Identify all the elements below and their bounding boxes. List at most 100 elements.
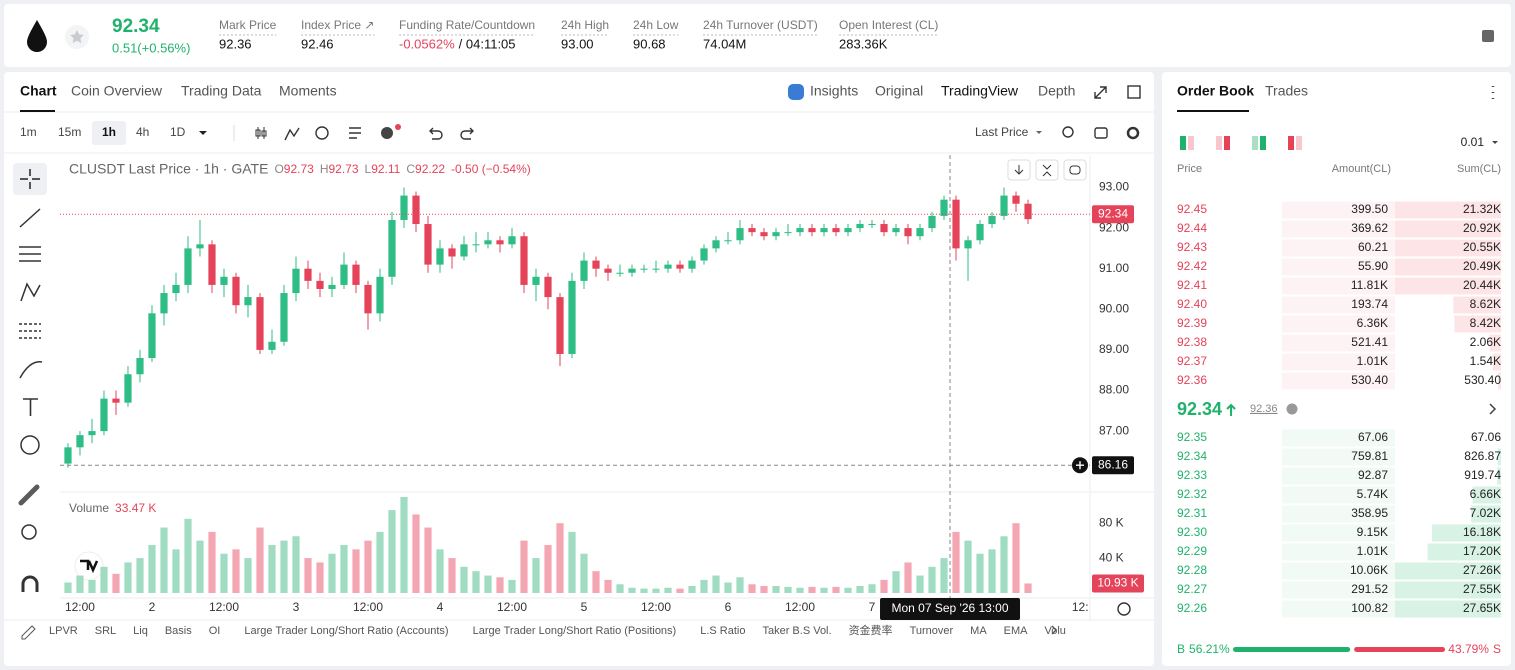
tab[interactable]: Coin Overview: [71, 83, 163, 99]
fullscreen-icon[interactable]: [1094, 86, 1107, 99]
chart-btn[interactable]: [1035, 159, 1059, 181]
x-tick-label: 5: [581, 600, 588, 614]
camera-icon[interactable]: [1094, 127, 1108, 139]
replay-icon[interactable]: [315, 126, 329, 140]
ob-view-left[interactable]: [1252, 136, 1258, 150]
stat-label: 24h Low: [633, 18, 679, 32]
indicator-tab[interactable]: Liq: [133, 625, 148, 637]
y-tick-label: 89.00: [1099, 342, 1129, 356]
indicator-tab[interactable]: Basis: [165, 625, 192, 637]
volume-bar: [580, 553, 588, 593]
emoji-tool[interactable]: [20, 435, 40, 455]
chart-btn[interactable]: [1063, 159, 1087, 181]
depth-bar: [1427, 543, 1501, 561]
ob-price: 92.35: [1177, 430, 1207, 444]
tab[interactable]: Trading Data: [181, 83, 262, 99]
undo-icon[interactable]: [429, 127, 443, 140]
ob-view-left[interactable]: [1180, 136, 1186, 150]
ob-tab[interactable]: Order Book: [1177, 83, 1254, 99]
text-tool[interactable]: [23, 398, 38, 416]
indicator-tab[interactable]: LPVR: [49, 625, 78, 637]
more-icon[interactable]: [1051, 625, 1057, 635]
indicator-tab[interactable]: MA: [970, 625, 987, 637]
tab[interactable]: Moments: [279, 83, 337, 99]
indicator-tab[interactable]: 资金费率: [849, 623, 893, 637]
gear-icon[interactable]: [1126, 126, 1140, 140]
ob-price: 92.36: [1177, 373, 1207, 387]
settings-icon[interactable]: [1117, 602, 1131, 616]
ob-price: 92.39: [1177, 316, 1207, 330]
view-tab[interactable]: TradingView: [941, 83, 1019, 99]
view-tab[interactable]: Insights: [810, 83, 858, 99]
stat-label: Index Price ↗: [301, 18, 374, 32]
indicator-tab[interactable]: Turnover: [910, 625, 954, 637]
ob-view-left[interactable]: [1288, 136, 1294, 150]
ob-view-right: [1188, 136, 1194, 150]
magnet-tool[interactable]: [21, 575, 39, 592]
view-tab[interactable]: Depth: [1038, 83, 1075, 99]
crosshair-tool[interactable]: [20, 169, 40, 189]
candle-body: [520, 236, 528, 285]
redo-icon[interactable]: [460, 127, 474, 140]
volume-bar: [220, 553, 228, 593]
ob-tab[interactable]: Trades: [1265, 83, 1308, 99]
row-bg: [1282, 220, 1395, 238]
interval[interactable]: 4h: [136, 125, 149, 139]
volume-bar: [916, 575, 924, 593]
ob-step[interactable]: 0.01: [1461, 135, 1485, 149]
indicator-tab[interactable]: SRL: [95, 625, 116, 637]
interval[interactable]: 15m: [58, 125, 81, 139]
candle-body: [664, 264, 672, 269]
price-type[interactable]: Last Price: [975, 125, 1029, 139]
edit-icon[interactable]: [21, 625, 36, 640]
candle-type-icon[interactable]: [255, 127, 267, 139]
candle-body: [856, 224, 864, 229]
more-arrow[interactable]: [1489, 403, 1497, 415]
line-tool[interactable]: [19, 208, 41, 228]
interval[interactable]: 1D: [170, 125, 186, 139]
candle-body: [340, 264, 348, 285]
brush-tool[interactable]: [19, 361, 43, 379]
volume-bar: [364, 540, 372, 593]
row-bg: [1282, 562, 1395, 580]
ruler-tool[interactable]: [18, 484, 40, 506]
ob-price: 92.30: [1177, 525, 1207, 539]
dropdown-icon[interactable]: [199, 131, 207, 135]
x-tick-label: 12:00: [641, 600, 671, 614]
pattern-tool[interactable]: [20, 282, 41, 302]
tab[interactable]: Chart: [20, 83, 57, 99]
alert-icon[interactable]: [381, 127, 393, 139]
indicator-tab[interactable]: EMA: [1004, 625, 1029, 637]
layout-icon[interactable]: [1127, 85, 1141, 99]
candle-body: [616, 272, 624, 274]
candle-body: [952, 199, 960, 249]
row-bg: [1282, 372, 1395, 390]
depth-bar: [1492, 353, 1501, 371]
indicator-tab[interactable]: Large Trader Long/Short Ratio (Positions…: [473, 625, 677, 637]
indicator-tab[interactable]: OI: [209, 625, 221, 637]
depth-bar: [1453, 296, 1501, 314]
search-icon[interactable]: [1062, 126, 1074, 138]
tool-active[interactable]: [13, 163, 47, 195]
row-bg: [1282, 201, 1395, 219]
note-icon[interactable]: [1482, 30, 1494, 42]
indicator-tab[interactable]: Taker B.S Vol.: [762, 625, 831, 637]
view-tab[interactable]: Original: [875, 83, 923, 99]
stat-value: 90.68: [633, 36, 666, 51]
projection-tool[interactable]: [19, 323, 41, 339]
indicator-tab[interactable]: Large Trader Long/Short Ratio (Accounts): [244, 625, 448, 637]
volume-bar: [664, 587, 672, 593]
interval[interactable]: 1m: [20, 125, 37, 139]
indicator-tab[interactable]: L.S Ratio: [700, 625, 745, 637]
fib-tool[interactable]: [19, 246, 41, 262]
volume-bar: [724, 582, 732, 593]
indicator-icon[interactable]: [284, 127, 300, 141]
template-icon[interactable]: [349, 127, 361, 139]
zoom-tool[interactable]: [21, 524, 37, 540]
volume-bar: [148, 545, 156, 593]
interval[interactable]: 1h: [102, 125, 116, 139]
tv-logo-mark: [80, 559, 99, 574]
ob-view-left[interactable]: [1216, 136, 1222, 150]
down-icon: [1014, 165, 1024, 175]
x-tick-label: 2: [149, 600, 156, 614]
